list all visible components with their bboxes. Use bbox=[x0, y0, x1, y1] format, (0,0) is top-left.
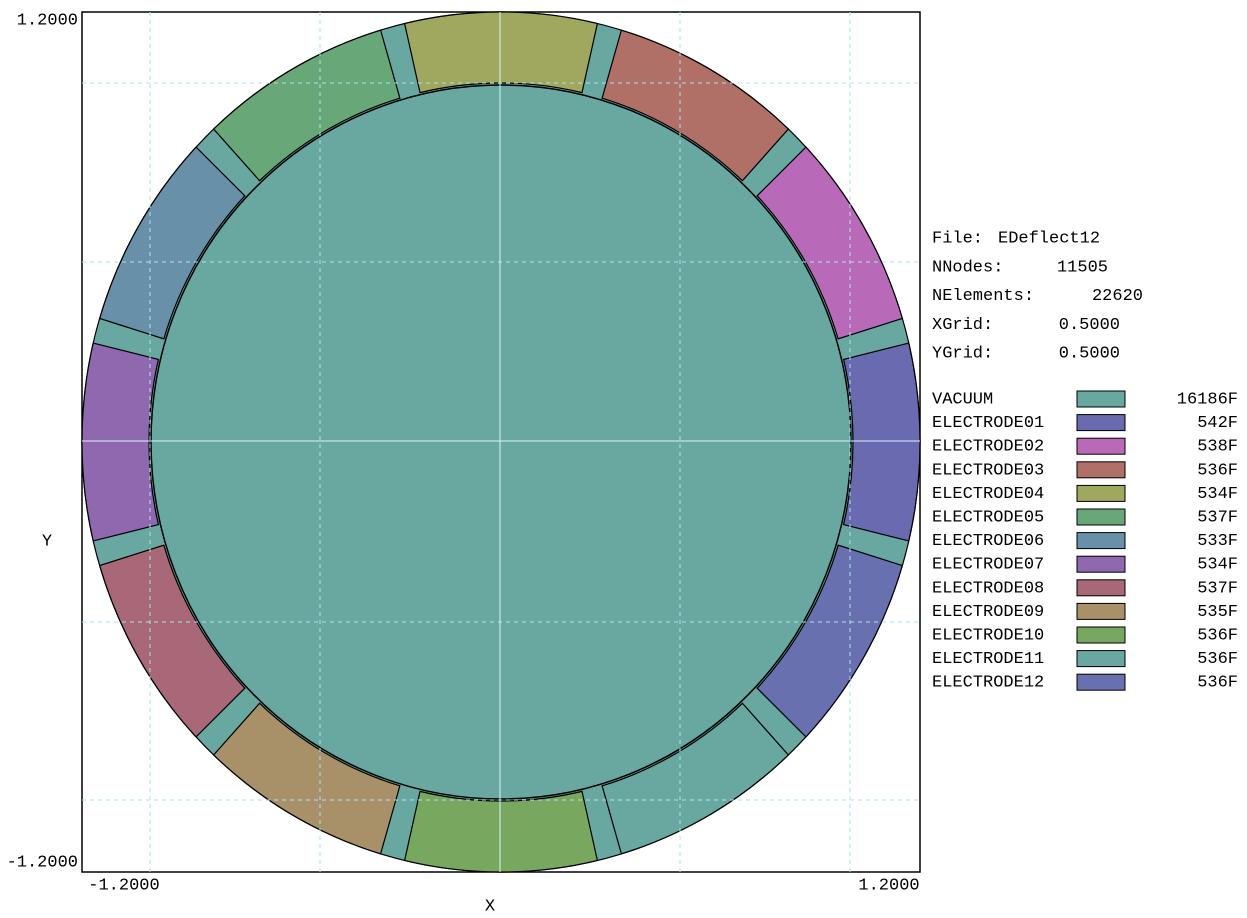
info-label: NNodes: bbox=[932, 258, 1003, 277]
info-panel: File: EDeflect12 NNodes: 11505 NElements: 226… bbox=[932, 229, 1238, 692]
x-axis-label: X bbox=[485, 897, 495, 916]
electrode bbox=[601, 29, 790, 182]
grid bbox=[82, 12, 920, 872]
electrode bbox=[212, 29, 401, 182]
legend-count: 537F bbox=[1197, 579, 1238, 598]
y-min-label: -1.2000 bbox=[7, 853, 78, 872]
legend-count: 535F bbox=[1197, 603, 1238, 622]
electrode bbox=[403, 790, 599, 873]
electrode bbox=[81, 342, 160, 542]
legend-count: 537F bbox=[1197, 508, 1238, 527]
legend-swatch bbox=[1076, 626, 1126, 644]
legend-count: 534F bbox=[1197, 485, 1238, 504]
info-label: YGrid: bbox=[932, 345, 993, 364]
info-label: XGrid: bbox=[932, 316, 993, 335]
legend-name: ELECTRODE11 bbox=[932, 650, 1044, 669]
legend-name: ELECTRODE12 bbox=[932, 674, 1044, 693]
legend-name: ELECTRODE02 bbox=[932, 438, 1044, 457]
legend-count: 536F bbox=[1197, 461, 1238, 480]
legend-swatch bbox=[1076, 532, 1126, 550]
vacuum-inner bbox=[150, 84, 852, 800]
info-value: 0.5000 bbox=[1059, 345, 1120, 364]
info-value: 22620 bbox=[1092, 287, 1143, 306]
legend-name: ELECTRODE09 bbox=[932, 603, 1044, 622]
info-value: 0.5000 bbox=[1059, 316, 1120, 335]
legend-name: ELECTRODE10 bbox=[932, 626, 1044, 645]
legend-name: ELECTRODE03 bbox=[932, 461, 1044, 480]
electrode bbox=[403, 11, 599, 94]
electrode bbox=[756, 544, 904, 738]
info-value: 11505 bbox=[1057, 258, 1108, 277]
electrode bbox=[601, 702, 790, 855]
legend-swatch bbox=[1076, 461, 1126, 479]
electrode bbox=[98, 146, 246, 340]
legend-swatch bbox=[1076, 390, 1126, 408]
electrode bbox=[756, 146, 904, 340]
x-min-label: -1.2000 bbox=[88, 876, 159, 895]
x-max-label: 1.2000 bbox=[858, 876, 919, 895]
legend-name: ELECTRODE05 bbox=[932, 508, 1044, 527]
electrode bbox=[842, 342, 921, 542]
legend-name: ELECTRODE04 bbox=[932, 485, 1044, 504]
legend-name: ELECTRODE07 bbox=[932, 556, 1044, 575]
legend-count: 536F bbox=[1197, 650, 1238, 669]
info-label: NElements: bbox=[932, 287, 1034, 306]
legend-name: ELECTRODE08 bbox=[932, 579, 1044, 598]
electrode bbox=[212, 702, 401, 855]
legend-swatch bbox=[1076, 602, 1126, 620]
legend-swatch bbox=[1076, 555, 1126, 573]
legend-count: 534F bbox=[1197, 556, 1238, 575]
legend-count: 536F bbox=[1197, 626, 1238, 645]
legend-count: 542F bbox=[1197, 414, 1238, 433]
legend-swatch bbox=[1076, 673, 1126, 691]
legend-count: 533F bbox=[1197, 532, 1238, 551]
legend-count: 16186F bbox=[1177, 390, 1238, 409]
legend-swatch bbox=[1076, 414, 1126, 432]
legend-count: 538F bbox=[1197, 438, 1238, 457]
legend-count: 536F bbox=[1197, 674, 1238, 693]
legend-swatch bbox=[1076, 437, 1126, 455]
legend-name: VACUUM bbox=[932, 390, 993, 409]
info-value: EDeflect12 bbox=[998, 229, 1100, 248]
legend-name: ELECTRODE06 bbox=[932, 532, 1044, 551]
legend-swatch bbox=[1076, 508, 1126, 526]
legend-swatch bbox=[1076, 650, 1126, 668]
mesh-regions bbox=[81, 11, 921, 873]
y-max-label: 1.2000 bbox=[17, 11, 78, 30]
legend-swatch bbox=[1076, 484, 1126, 502]
legend-name: ELECTRODE01 bbox=[932, 414, 1044, 433]
info-label: File: bbox=[932, 229, 983, 248]
y-axis-label: Y bbox=[42, 532, 52, 551]
legend-swatch bbox=[1076, 579, 1126, 597]
electrode bbox=[98, 544, 246, 738]
